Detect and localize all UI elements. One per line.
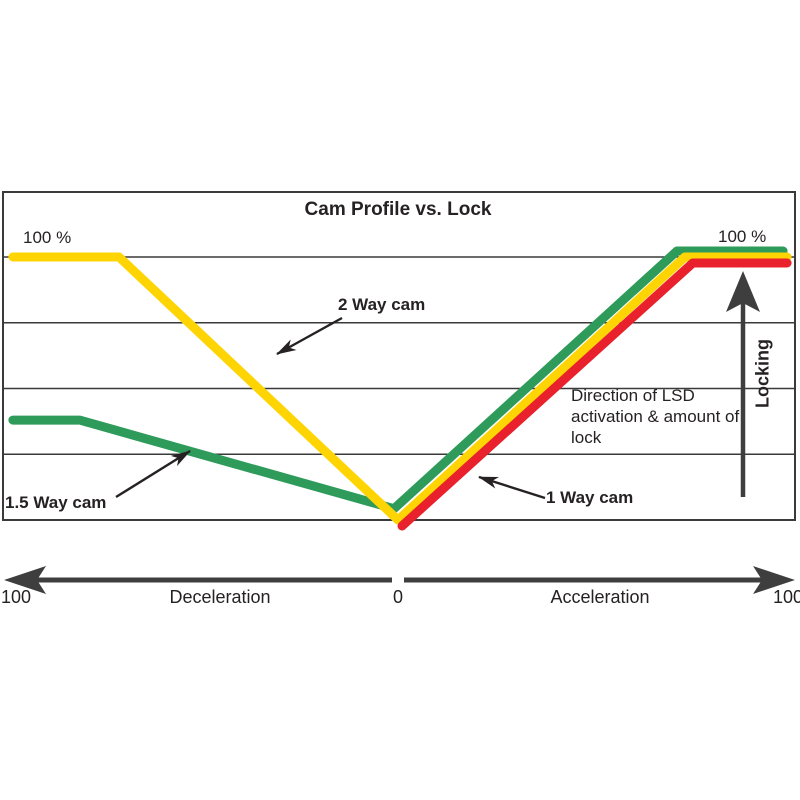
chart-title: Cam Profile vs. Lock	[304, 199, 492, 220]
annotation-arrow-1way-cam-icon	[478, 475, 546, 500]
x-axis-accel-label: Acceleration	[550, 587, 650, 607]
annotation-arrow-2way-cam-icon	[276, 316, 343, 356]
label-1-5way-cam: 1.5 Way cam	[5, 493, 107, 512]
x-axis-zero-value: 0	[392, 587, 403, 607]
direction-annotation: Direction of LSD activation & amount of …	[571, 386, 740, 447]
y-label-100pct-left: 100 %	[23, 228, 72, 247]
locking-direction-arrow-icon	[726, 271, 760, 497]
annotation-arrow-1-5way-cam-icon	[115, 449, 191, 499]
x-axis-arrow-icon	[4, 566, 795, 594]
gridlines	[2, 191, 796, 521]
x-axis-right-value: 100	[773, 587, 800, 607]
label-2way-cam: 2 Way cam	[338, 295, 426, 314]
locking-label: Locking	[752, 339, 773, 409]
x-axis-left-value: 100	[1, 587, 32, 607]
y-label-100pct-right: 100 %	[718, 227, 767, 246]
series-lines	[8, 246, 792, 531]
x-axis-decel-label: Deceleration	[169, 587, 271, 607]
label-1way-cam: 1 Way cam	[546, 488, 634, 507]
